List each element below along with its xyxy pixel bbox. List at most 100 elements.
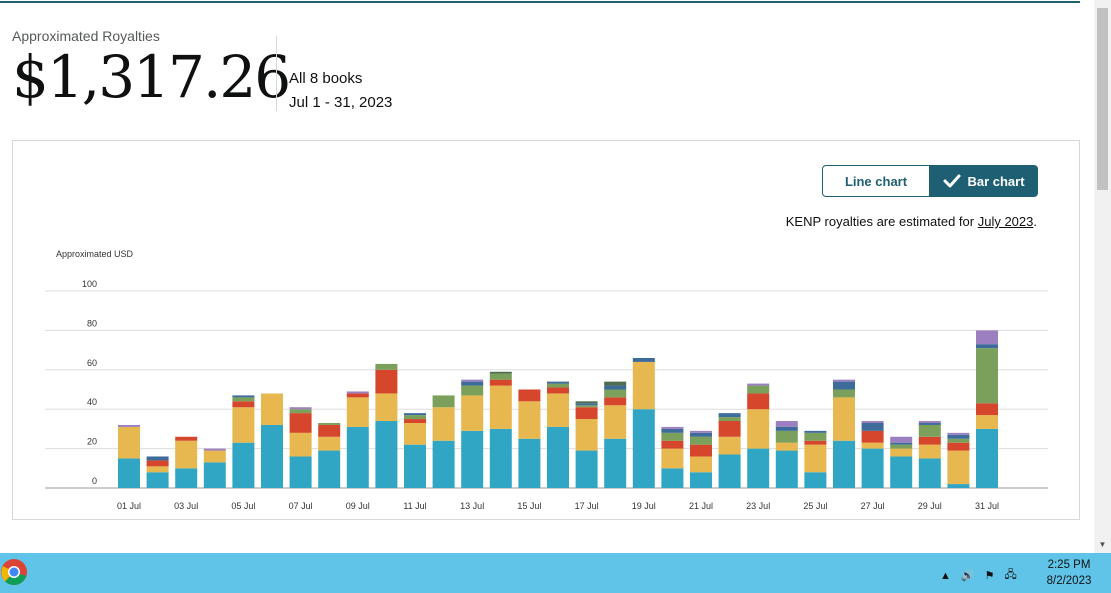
bar-segment[interactable] <box>804 440 827 445</box>
bar-segment[interactable] <box>918 424 941 437</box>
bar-segment[interactable] <box>661 426 684 429</box>
bar-segment[interactable] <box>718 413 741 418</box>
bar-segment[interactable] <box>232 395 255 398</box>
bar-segment[interactable] <box>146 456 169 461</box>
bar-segment[interactable] <box>289 413 312 433</box>
bar-segment[interactable] <box>575 419 598 451</box>
bar-segment[interactable] <box>489 373 512 380</box>
taskbar-clock[interactable]: 2:25 PM 8/2/2023 <box>1030 557 1108 589</box>
bar-segment[interactable] <box>918 458 941 488</box>
network-icon[interactable]: 🖧 <box>1004 569 1017 581</box>
bar-segment[interactable] <box>690 432 712 437</box>
bar-segment[interactable] <box>346 397 369 427</box>
bar-segment[interactable] <box>747 383 770 386</box>
bar-segment[interactable] <box>375 393 398 422</box>
bar-segment[interactable] <box>775 426 798 431</box>
bar-segment[interactable] <box>661 468 684 488</box>
bar-segment[interactable] <box>690 436 712 445</box>
bar-segment[interactable] <box>118 424 140 427</box>
bar-segment[interactable] <box>146 460 169 467</box>
bar-segment[interactable] <box>947 434 970 439</box>
bar-segment[interactable] <box>203 450 226 463</box>
bar-segment[interactable] <box>432 395 455 408</box>
bar-segment[interactable] <box>976 415 998 429</box>
bar-segment[interactable] <box>118 458 140 488</box>
bar-segment[interactable] <box>261 393 283 425</box>
bar-segment[interactable] <box>289 409 312 414</box>
bar-segment[interactable] <box>632 409 655 488</box>
bar-segment[interactable] <box>318 450 341 488</box>
bar-segment[interactable] <box>318 424 341 437</box>
bar-segment[interactable] <box>375 421 398 488</box>
bar-segment[interactable] <box>461 385 484 396</box>
bar-segment[interactable] <box>661 440 684 449</box>
bar-segment[interactable] <box>404 422 426 445</box>
bar-segment[interactable] <box>947 450 970 485</box>
bar-segment[interactable] <box>747 409 770 449</box>
bar-segment[interactable] <box>604 405 627 439</box>
bar-segment[interactable] <box>861 422 884 431</box>
bar-segment[interactable] <box>747 385 770 394</box>
bar-segment[interactable] <box>861 421 884 423</box>
bar-segment[interactable] <box>918 436 941 445</box>
bar-segment[interactable] <box>604 397 627 406</box>
bar-segment[interactable] <box>318 436 341 451</box>
bar-segment[interactable] <box>489 428 512 488</box>
bar-segment[interactable] <box>718 421 741 437</box>
bar-segment[interactable] <box>232 442 255 488</box>
bar-segment[interactable] <box>947 442 970 451</box>
bar-segment[interactable] <box>518 389 541 402</box>
bar-segment[interactable] <box>775 450 798 488</box>
bar-segment[interactable] <box>461 430 484 488</box>
action-center-icon[interactable]: ⚑ <box>984 570 995 582</box>
bar-segment[interactable] <box>575 401 598 404</box>
bar-segment[interactable] <box>775 430 798 443</box>
line-chart-button[interactable]: Line chart <box>822 165 930 197</box>
bar-segment[interactable] <box>404 419 426 423</box>
bar-segment[interactable] <box>804 430 827 433</box>
bar-segment[interactable] <box>690 430 712 433</box>
bar-segment[interactable] <box>861 448 884 488</box>
bar-segment[interactable] <box>918 444 941 459</box>
bar-segment[interactable] <box>833 379 855 382</box>
bar-segment[interactable] <box>833 397 855 441</box>
bar-segment[interactable] <box>489 379 512 386</box>
bar-segment[interactable] <box>547 383 569 388</box>
kenp-month-link[interactable]: July 2023 <box>977 214 1034 229</box>
bar-segment[interactable] <box>547 381 569 384</box>
bar-segment[interactable] <box>461 381 484 386</box>
bar-segment[interactable] <box>604 389 627 398</box>
bar-segment[interactable] <box>632 361 655 410</box>
bar-segment[interactable] <box>861 430 884 443</box>
show-hidden-icons-icon[interactable]: ▲ <box>940 569 951 582</box>
bar-segment[interactable] <box>890 444 913 449</box>
bar-segment[interactable] <box>203 448 226 451</box>
bar-segment[interactable] <box>404 415 426 420</box>
bar-segment[interactable] <box>489 385 512 429</box>
bar-segment[interactable] <box>518 438 541 488</box>
bar-segment[interactable] <box>890 456 913 488</box>
bar-segment[interactable] <box>547 426 569 488</box>
bar-segment[interactable] <box>604 438 627 488</box>
bar-segment[interactable] <box>690 444 712 457</box>
bar-segment[interactable] <box>146 472 169 488</box>
bar-segment[interactable] <box>804 432 827 441</box>
volume-icon[interactable]: 🔊 <box>960 570 975 582</box>
bar-segment[interactable] <box>718 417 741 422</box>
bar-segment[interactable] <box>775 421 798 427</box>
bar-segment[interactable] <box>976 344 998 349</box>
bar-segment[interactable] <box>547 387 569 394</box>
bar-segment[interactable] <box>833 381 855 390</box>
bar-segment[interactable] <box>575 407 598 420</box>
bar-segment[interactable] <box>118 426 140 459</box>
bar-segment[interactable] <box>404 444 426 488</box>
bar-segment[interactable] <box>175 436 198 441</box>
bar-segment[interactable] <box>718 454 741 488</box>
bar-segment[interactable] <box>547 393 569 427</box>
bar-segment[interactable] <box>604 381 627 386</box>
bar-segment[interactable] <box>289 432 312 457</box>
bar-segment[interactable] <box>632 357 655 362</box>
bar-segment[interactable] <box>718 436 741 455</box>
bar-segment[interactable] <box>661 448 684 469</box>
bar-segment[interactable] <box>604 385 627 390</box>
